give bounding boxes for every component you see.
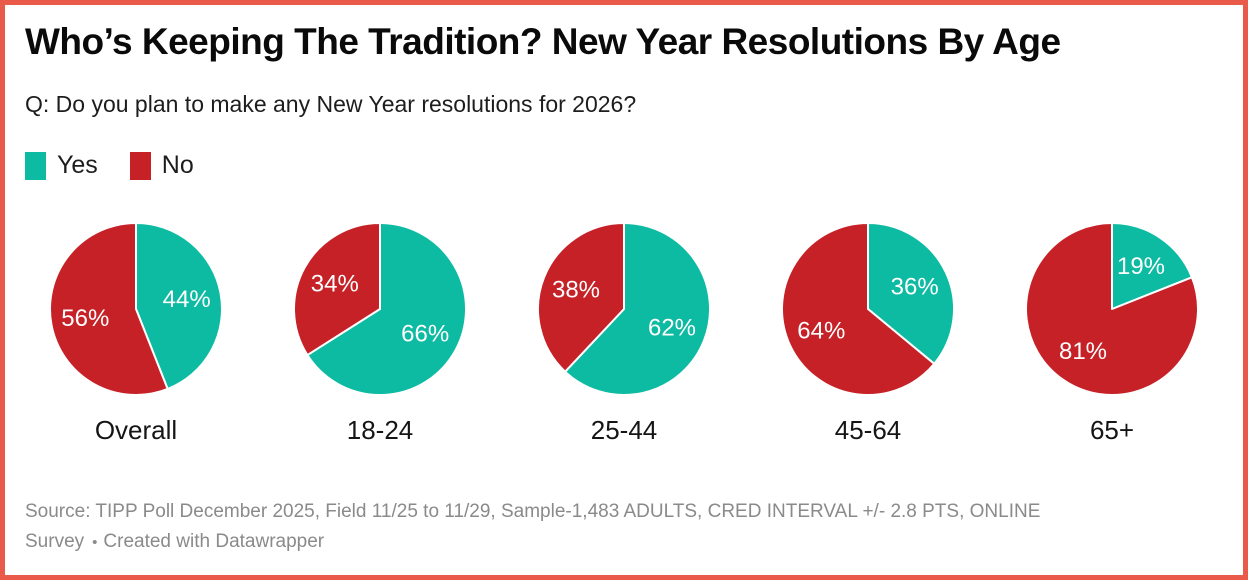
- pie-slice-yes: [1111, 222, 1193, 310]
- pie-slice-yes: [306, 222, 467, 396]
- slice-label: 62%: [648, 315, 696, 342]
- slice-label: 38%: [552, 277, 600, 304]
- slice-label: 36%: [891, 274, 939, 301]
- age-group-label: 65+: [1089, 415, 1135, 445]
- slice-label: 66%: [401, 320, 449, 347]
- chart-title: Who’s Keeping The Tradition? New Year Re…: [25, 21, 1061, 62]
- pie-chart: 62% 38%: [537, 222, 711, 396]
- pie-slice-no: [293, 222, 381, 357]
- pie-group: 66% 34% 18-24: [285, 219, 475, 446]
- pie-slice-yes: [564, 222, 711, 396]
- slice-label: 56%: [61, 305, 109, 332]
- age-group-label: 18-24: [346, 415, 414, 445]
- slice-label: 34%: [311, 271, 359, 298]
- legend-swatch-no: [129, 151, 151, 180]
- age-group-label: Overall: [94, 415, 178, 445]
- legend-item-yes: Yes: [25, 151, 98, 180]
- pie-chart: 44% 56%: [49, 222, 223, 396]
- legend: Yes No: [25, 151, 194, 180]
- pie-slice-no: [781, 222, 936, 396]
- age-group-label: 25-44: [590, 415, 658, 445]
- footer-note: Source: TIPP Poll December 2025, Field 1…: [25, 497, 1175, 558]
- pie-slice-no: [1025, 222, 1199, 396]
- legend-item-no: No: [129, 151, 194, 180]
- pie-chart: 36% 64%: [781, 222, 955, 396]
- pie-group: 36% 64% 45-64: [773, 219, 963, 446]
- source-text: Source: TIPP Poll December 2025, Field 1…: [25, 501, 1041, 552]
- slice-label: 19%: [1117, 253, 1165, 280]
- slice-label: 64%: [797, 318, 845, 345]
- pie-slice-yes: [867, 222, 955, 365]
- pie-chart: 19% 81%: [1025, 222, 1199, 396]
- footer-separator: •: [92, 534, 98, 551]
- slice-label: 44%: [163, 286, 211, 313]
- pies-row: 44% 56% Overall 66% 34% 18-24 62% 38% 25-44 36% 64…: [5, 219, 1243, 446]
- legend-swatch-yes: [25, 151, 46, 180]
- pie-slice-no: [49, 222, 169, 396]
- datawrapper-attribution[interactable]: Created with Datawrapper: [103, 531, 325, 552]
- pie-chart: 66% 34%: [293, 222, 467, 396]
- pie-slice-yes: [135, 222, 223, 390]
- legend-label: No: [161, 151, 194, 179]
- legend-label: Yes: [57, 151, 98, 179]
- slice-label: 81%: [1059, 338, 1107, 365]
- age-group-label: 45-64: [834, 415, 902, 445]
- pie-group: 44% 56% Overall: [41, 219, 231, 446]
- chart-question: Q: Do you plan to make any New Year reso…: [25, 91, 637, 117]
- pie-group: 62% 38% 25-44: [529, 219, 719, 446]
- pie-slice-no: [537, 222, 625, 373]
- pie-group: 19% 81% 65+: [1017, 219, 1207, 446]
